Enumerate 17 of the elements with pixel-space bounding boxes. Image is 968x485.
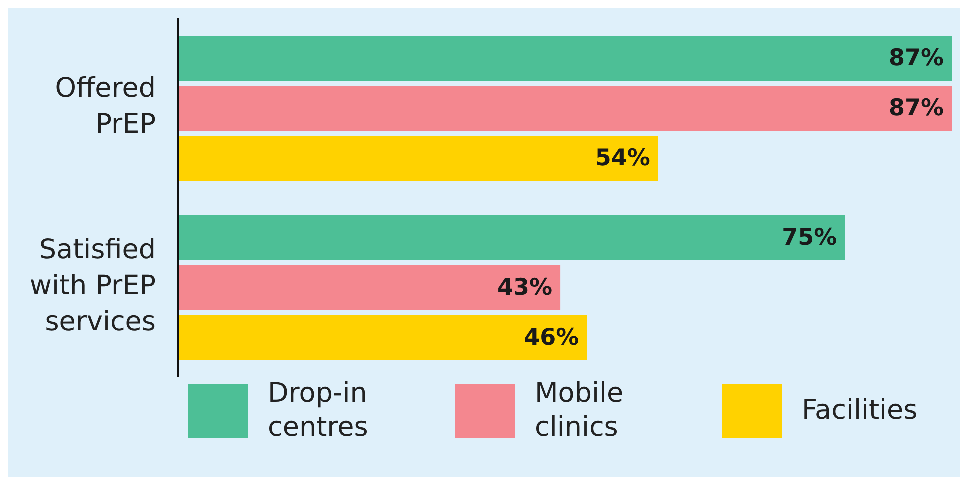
- data-label: 75%: [782, 225, 838, 251]
- data-label: 54%: [595, 146, 650, 172]
- legend-label: Mobile clinics: [535, 377, 625, 445]
- data-label: 43%: [497, 275, 553, 301]
- data-label: 46%: [524, 325, 580, 351]
- y-tick-label: Offered PrEP: [55, 73, 156, 140]
- bar: [178, 216, 846, 260]
- data-label: 87%: [888, 46, 944, 72]
- y-tick-label: Satisfied with PrEP services: [30, 234, 156, 338]
- data-label: 87%: [888, 96, 944, 122]
- bar: [178, 136, 658, 181]
- bar: [178, 266, 561, 310]
- legend-label: Drop-in centres: [268, 377, 370, 445]
- bar: [178, 316, 588, 360]
- bar: [178, 86, 952, 131]
- legend-label: Facilities: [802, 394, 919, 428]
- bar: [178, 36, 952, 81]
